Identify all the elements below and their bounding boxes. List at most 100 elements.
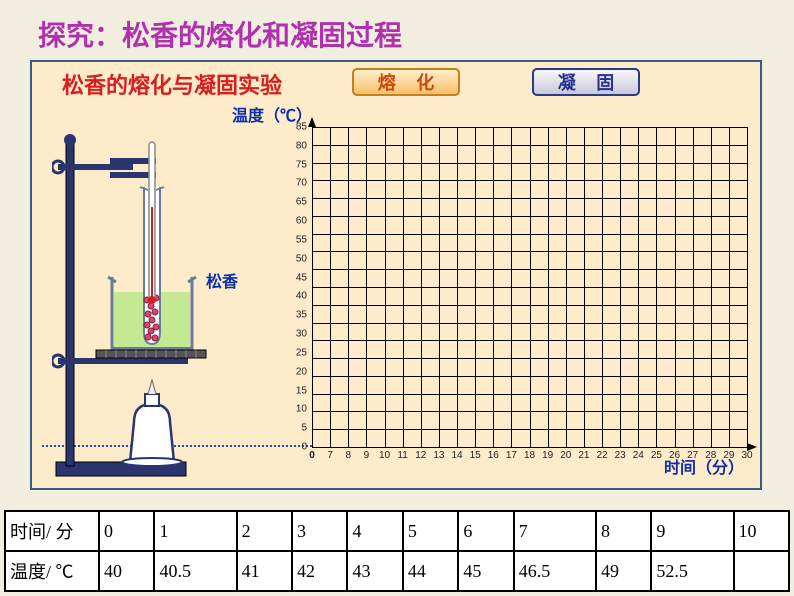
grid-vline [638,127,639,447]
y-tick: 0 [287,442,307,453]
y-tick: 5 [287,423,307,434]
grid-vline [620,127,621,447]
y-tick: 85 [287,122,307,133]
x-tick: 20 [560,450,571,461]
grid-vline [584,127,585,447]
table-cell: 5 [403,511,458,551]
x-tick: 30 [741,450,752,461]
table-cell: 52.5 [651,551,733,591]
data-table: 时间/ 分012345678910 温度/ ℃4040.541424344454… [4,510,790,592]
grid-vline [747,127,748,447]
x-tick: 23 [615,450,626,461]
grid-vline [439,127,440,447]
y-tick: 80 [287,140,307,151]
grid-vline [511,127,512,447]
grid-vline [421,127,422,447]
x-tick: 8 [345,450,351,461]
grid-hline [312,447,747,448]
grid-vline [475,127,476,447]
grid-vline [403,127,404,447]
y-tick: 30 [287,329,307,340]
x-axis-arrow [747,443,757,451]
y-tick: 50 [287,253,307,264]
rosin-label: 松香 [206,268,238,292]
grid-vline [693,127,694,447]
table-cell: 8 [596,511,651,551]
grid-vline [366,127,367,447]
grid-vline [330,127,331,447]
x-tick: 27 [687,450,698,461]
y-tick: 45 [287,272,307,283]
table-cell: 44 [403,551,458,591]
y-tick: 60 [287,216,307,227]
grid-vline [457,127,458,447]
experiment-title: 松香的熔化与凝固实验 [62,68,282,100]
x-tick: 17 [506,450,517,461]
grid-vline [711,127,712,447]
table-cell: 46.5 [514,551,596,591]
table-cell: 4 [347,511,402,551]
grid-vline [312,127,313,447]
table-temp-header: 温度/ ℃ [5,551,99,591]
table-cell: 40.5 [154,551,236,591]
table-cell: 41 [237,551,292,591]
x-tick: 9 [364,450,370,461]
grid-vline [729,127,730,447]
melt-button[interactable]: 熔 化 [352,68,460,96]
y-tick: 15 [287,385,307,396]
grid-vline [530,127,531,447]
y-tick: 70 [287,178,307,189]
x-tick: 7 [327,450,333,461]
y-tick: 20 [287,366,307,377]
y-axis-arrow [308,117,316,127]
table-cell: 43 [347,551,402,591]
table-cell: 7 [514,511,596,551]
x-tick: 25 [651,450,662,461]
solidify-button[interactable]: 凝 固 [532,68,640,96]
x-tick: 24 [633,450,644,461]
y-tick: 65 [287,197,307,208]
x-tick: 18 [524,450,535,461]
apparatus-diagram [52,132,252,482]
table-cell: 9 [651,511,733,551]
grid-vline [348,127,349,447]
grid-vline [656,127,657,447]
x-tick: 19 [542,450,553,461]
table-cell: 6 [458,511,513,551]
x-tick: 28 [705,450,716,461]
grid-vline [602,127,603,447]
table-cell: 45 [458,551,513,591]
x-tick: 16 [488,450,499,461]
grid-vline [385,127,386,447]
x-tick: 14 [451,450,462,461]
experiment-panel: 松香的熔化与凝固实验 熔 化 凝 固 温度（℃） 时间（分） 051015202… [30,60,762,490]
y-tick: 75 [287,159,307,170]
grid-vline [566,127,567,447]
table-cell: 2 [237,511,292,551]
x-tick: 13 [433,450,444,461]
table-cell: 3 [292,511,347,551]
origin-tick: 0 [309,450,315,461]
x-tick: 21 [578,450,589,461]
x-tick: 29 [723,450,734,461]
table-cell [734,551,789,591]
table-cell: 42 [292,551,347,591]
table-cell: 0 [99,511,154,551]
grid-vline [493,127,494,447]
x-tick: 10 [379,450,390,461]
table-time-header: 时间/ 分 [5,511,99,551]
y-tick: 55 [287,234,307,245]
grid-vline [675,127,676,447]
x-tick: 12 [415,450,426,461]
table-cell: 1 [154,511,236,551]
x-tick: 15 [470,450,481,461]
table-cell: 49 [596,551,651,591]
page-title: 探究：松香的熔化和凝固过程 [38,14,402,54]
table-cell: 40 [99,551,154,591]
y-tick: 35 [287,310,307,321]
y-tick: 40 [287,291,307,302]
table-cell: 10 [734,511,789,551]
grid-vline [548,127,549,447]
x-tick: 22 [596,450,607,461]
x-tick: 11 [397,450,407,461]
